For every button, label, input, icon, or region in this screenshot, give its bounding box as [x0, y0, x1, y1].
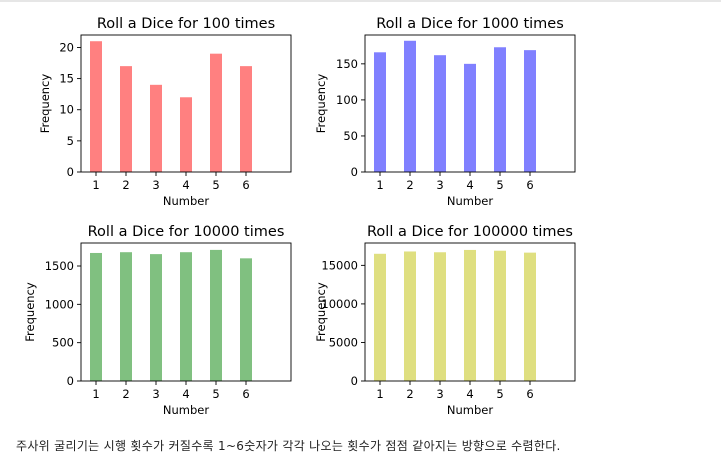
- y-tick-label-100: 100: [336, 93, 358, 107]
- bar-1: [374, 52, 386, 172]
- bar-6: [524, 252, 536, 381]
- x-tick-label-1: 1: [92, 387, 99, 401]
- x-tick-label-3: 3: [436, 178, 443, 192]
- bar-2: [120, 66, 132, 172]
- bar-5: [210, 53, 222, 172]
- x-axis-label: Number: [163, 194, 209, 208]
- x-tick-label-2: 2: [122, 178, 129, 192]
- y-tick-label-5: 5: [67, 134, 74, 148]
- x-tick-label-1: 1: [376, 178, 383, 192]
- x-tick-label-3: 3: [436, 387, 443, 401]
- x-tick-label-6: 6: [526, 178, 533, 192]
- y-tick-label-10000: 10000: [321, 297, 358, 311]
- x-tick-label-6: 6: [242, 178, 249, 192]
- bar-3: [434, 55, 446, 173]
- x-tick-label-3: 3: [152, 178, 159, 192]
- top-divider: [0, 0, 721, 2]
- y-axis-label: Frequency: [314, 74, 328, 134]
- subplot-100000: 1 2 3 4 5 6 0 5000 10000 15000 Roll a Dice for 100…: [314, 224, 576, 417]
- y-tick-label-0: 0: [67, 374, 74, 388]
- bar-4: [180, 97, 192, 172]
- y-tick-label-5000: 5000: [329, 335, 358, 349]
- y-tick-label-15: 15: [59, 72, 74, 86]
- y-tick-label-500: 500: [52, 336, 74, 350]
- y-tick-label-1000: 1000: [45, 297, 74, 311]
- y-tick-label-15000: 15000: [321, 258, 358, 272]
- bar-4: [464, 63, 476, 173]
- x-tick-label-4: 4: [466, 387, 473, 401]
- bar-6: [524, 50, 536, 172]
- bar-1: [374, 253, 386, 381]
- bar-1: [90, 41, 102, 173]
- bar-2: [120, 252, 132, 381]
- y-tick-label-0: 0: [67, 165, 74, 179]
- subplot-1000: 1 2 3 4 5 6 0 50 100 150 Roll a Dice for 1000 time…: [314, 16, 576, 208]
- bar-3: [434, 252, 446, 381]
- x-axis-label: Number: [163, 403, 209, 417]
- y-tick-label-20: 20: [59, 40, 74, 54]
- bar-5: [210, 249, 222, 381]
- subplot-100: 1 2 3 4 5 6 0 5 10 15 20 Roll a Dice for 100 times N…: [38, 16, 292, 208]
- x-tick-label-3: 3: [152, 387, 159, 401]
- bar-3: [150, 84, 162, 172]
- x-tick-label-5: 5: [212, 178, 219, 192]
- chart-title: Roll a Dice for 100000 times: [367, 224, 573, 240]
- x-axis-label: Number: [447, 194, 493, 208]
- x-tick-label-2: 2: [122, 387, 129, 401]
- bar-2: [404, 251, 416, 381]
- bar-5: [494, 250, 506, 381]
- bar-6: [240, 258, 252, 381]
- x-tick-label-4: 4: [182, 178, 189, 192]
- y-tick-label-1500: 1500: [45, 259, 74, 273]
- bar-2: [404, 40, 416, 173]
- bar-4: [180, 252, 192, 381]
- y-tick-label-0: 0: [351, 374, 358, 388]
- chart-title: Roll a Dice for 1000 times: [376, 16, 564, 32]
- x-tick-label-6: 6: [242, 387, 249, 401]
- x-tick-label-2: 2: [406, 387, 413, 401]
- y-axis-label: Frequency: [38, 74, 52, 134]
- y-axis-label: Frequency: [23, 282, 37, 342]
- x-tick-label-2: 2: [406, 178, 413, 192]
- subplot-10000: 1 2 3 4 5 6 0 500 1000 1500 Roll a Dice for 10000 …: [23, 224, 292, 417]
- y-tick-label-10: 10: [59, 103, 74, 117]
- bar-6: [240, 66, 252, 172]
- x-tick-label-6: 6: [526, 387, 533, 401]
- x-tick-label-5: 5: [496, 387, 503, 401]
- bar-1: [90, 252, 102, 381]
- x-axis-label: Number: [447, 403, 493, 417]
- x-tick-label-1: 1: [376, 387, 383, 401]
- x-tick-label-1: 1: [92, 178, 99, 192]
- bar-5: [494, 47, 506, 172]
- bar-4: [464, 249, 476, 381]
- x-tick-label-5: 5: [212, 387, 219, 401]
- y-axis-label: Frequency: [314, 282, 328, 342]
- x-tick-label-4: 4: [182, 387, 189, 401]
- y-tick-label-0: 0: [351, 165, 358, 179]
- x-tick-label-4: 4: [466, 178, 473, 192]
- chart-title: Roll a Dice for 10000 times: [88, 224, 285, 240]
- bar-3: [150, 254, 162, 381]
- x-tick-label-5: 5: [496, 178, 503, 192]
- y-tick-label-150: 150: [336, 57, 358, 71]
- chart-title: Roll a Dice for 100 times: [97, 16, 275, 32]
- y-tick-label-50: 50: [343, 129, 358, 143]
- caption-text: 주사위 굴리기는 시행 횟수가 커질수록 1~6숫자가 각각 나오는 횟수가 점…: [16, 439, 561, 453]
